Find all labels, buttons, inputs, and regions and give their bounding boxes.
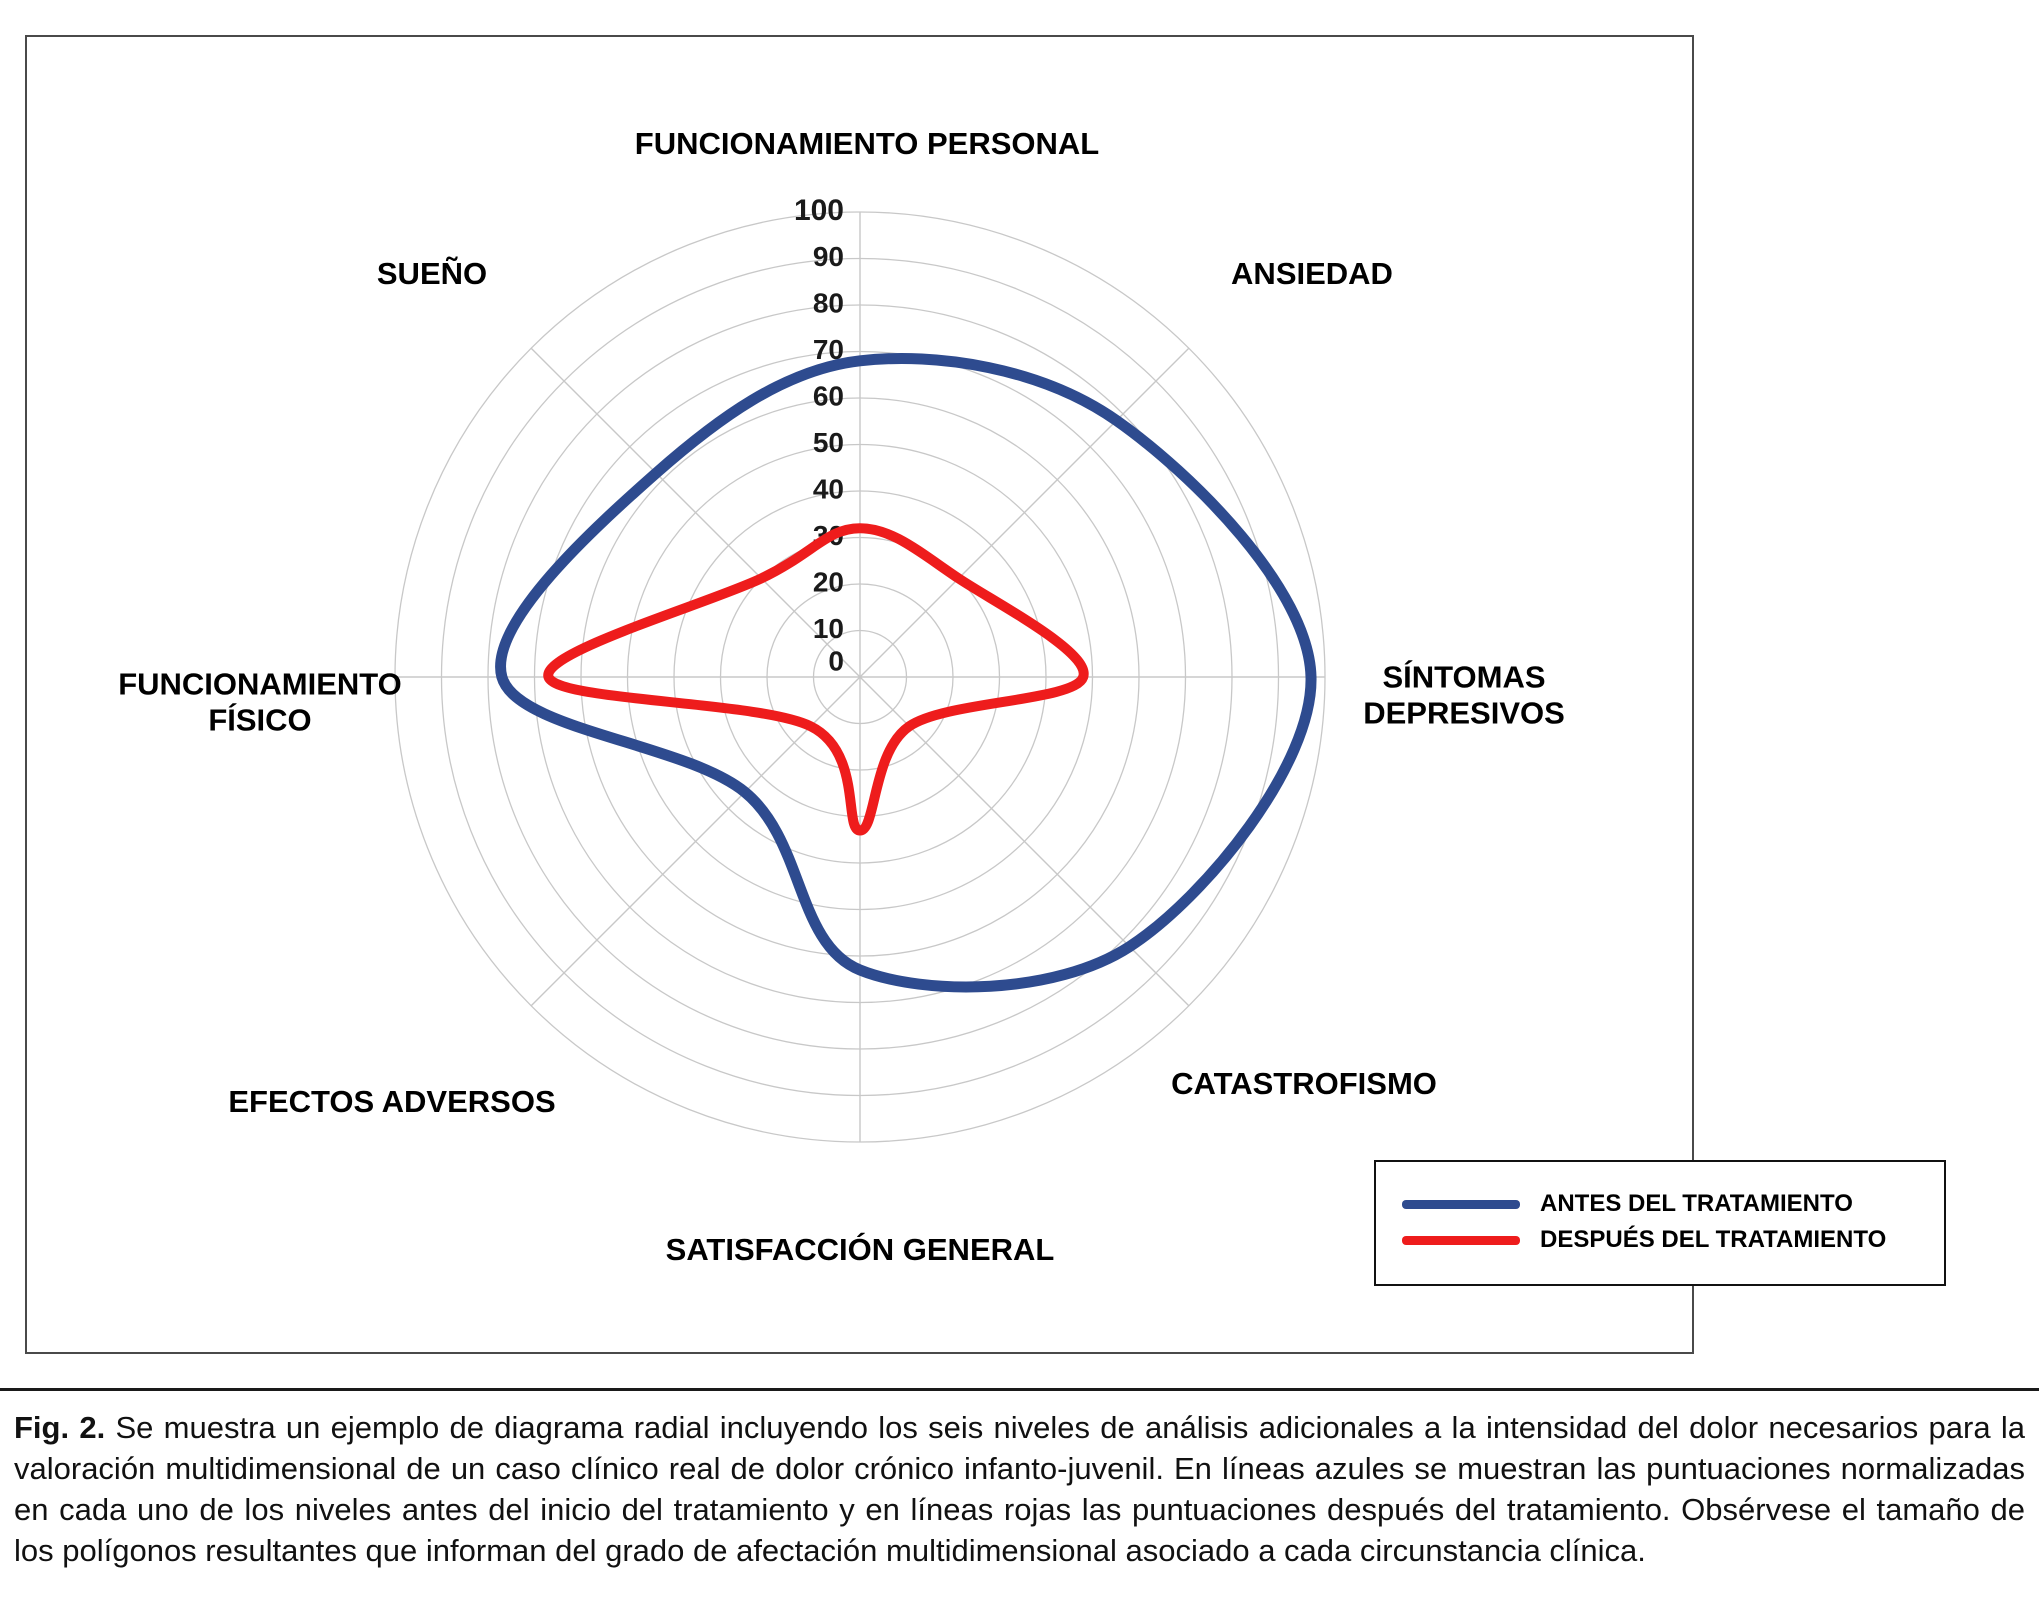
- axis-label-funcionamiento-fisico: FUNCIONAMIENTO FÍSICO: [118, 666, 402, 737]
- axis-label-ansiedad: ANSIEDAD: [1231, 256, 1393, 292]
- radial-tick-label: 40: [813, 473, 844, 504]
- radial-tick-label: 10: [813, 613, 844, 644]
- legend-swatch-antes: [1402, 1199, 1520, 1209]
- series-curve-antes: [495, 353, 1317, 993]
- legend-row-despues: DESPUÉS DEL TRATAMIENTO: [1402, 1226, 1918, 1254]
- radial-tick-label: 20: [813, 566, 844, 597]
- figure-caption-label: Fig. 2.: [14, 1410, 106, 1445]
- radial-tick-label: 90: [813, 241, 844, 272]
- legend-swatch-despues: [1402, 1235, 1520, 1245]
- caption-divider: [0, 1388, 2039, 1391]
- radial-tick-label: 100: [794, 194, 844, 227]
- grid-spoke: [859, 347, 1190, 678]
- radial-tick-label: 50: [813, 427, 844, 458]
- figure-caption: Fig. 2. Se muestra un ejemplo de diagram…: [0, 1402, 2039, 1572]
- axis-label-funcionamiento-personal: FUNCIONAMIENTO PERSONAL: [634, 126, 1100, 162]
- grid-spoke: [530, 347, 861, 678]
- axis-label-efectos-adversos: EFECTOS ADVERSOS: [228, 1084, 556, 1120]
- radial-tick-label: 0: [828, 645, 844, 676]
- series-curve-despues: [543, 523, 1089, 836]
- figure-caption-text: Se muestra un ejemplo de diagrama radial…: [14, 1410, 2025, 1568]
- grid-spoke: [530, 676, 861, 1007]
- axis-label-sueno: SUEÑO: [376, 256, 488, 292]
- legend-row-antes: ANTES DEL TRATAMIENTO: [1402, 1190, 1918, 1218]
- radar-figure-box: 0 10 20 30 40 50 60 70 80 90 100 FUNCIONAMIENTO PE…: [25, 35, 1946, 1354]
- radial-tick-label: 80: [813, 287, 844, 318]
- grid-spoke: [859, 676, 1190, 1007]
- radial-tick-label: 60: [813, 380, 844, 411]
- axis-label-sintomas-depresivos: SÍNTOMAS DEPRESIVOS: [1363, 659, 1565, 730]
- legend-label-antes: ANTES DEL TRATAMIENTO: [1540, 1190, 1853, 1217]
- chart-legend: ANTES DEL TRATAMIENTO DESPUÉS DEL TRATAM…: [1374, 1160, 1946, 1286]
- axis-label-catastrofismo: CATASTROFISMO: [1171, 1066, 1437, 1102]
- legend-label-despues: DESPUÉS DEL TRATAMIENTO: [1540, 1226, 1887, 1253]
- axis-label-satisfaccion-general: SATISFACCIÓN GENERAL: [665, 1232, 1055, 1268]
